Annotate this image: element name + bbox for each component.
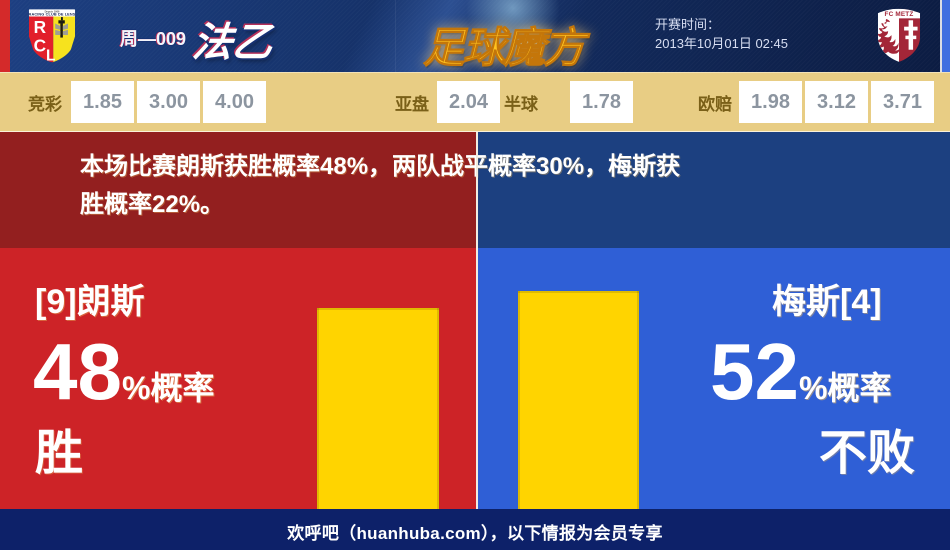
svg-text:R: R [34, 17, 47, 37]
svg-text:RACING CLUB DE LENS: RACING CLUB DE LENS [29, 13, 76, 17]
svg-text:C: C [34, 36, 46, 56]
svg-text:FC METZ: FC METZ [885, 11, 914, 18]
svg-text:L: L [46, 48, 55, 65]
